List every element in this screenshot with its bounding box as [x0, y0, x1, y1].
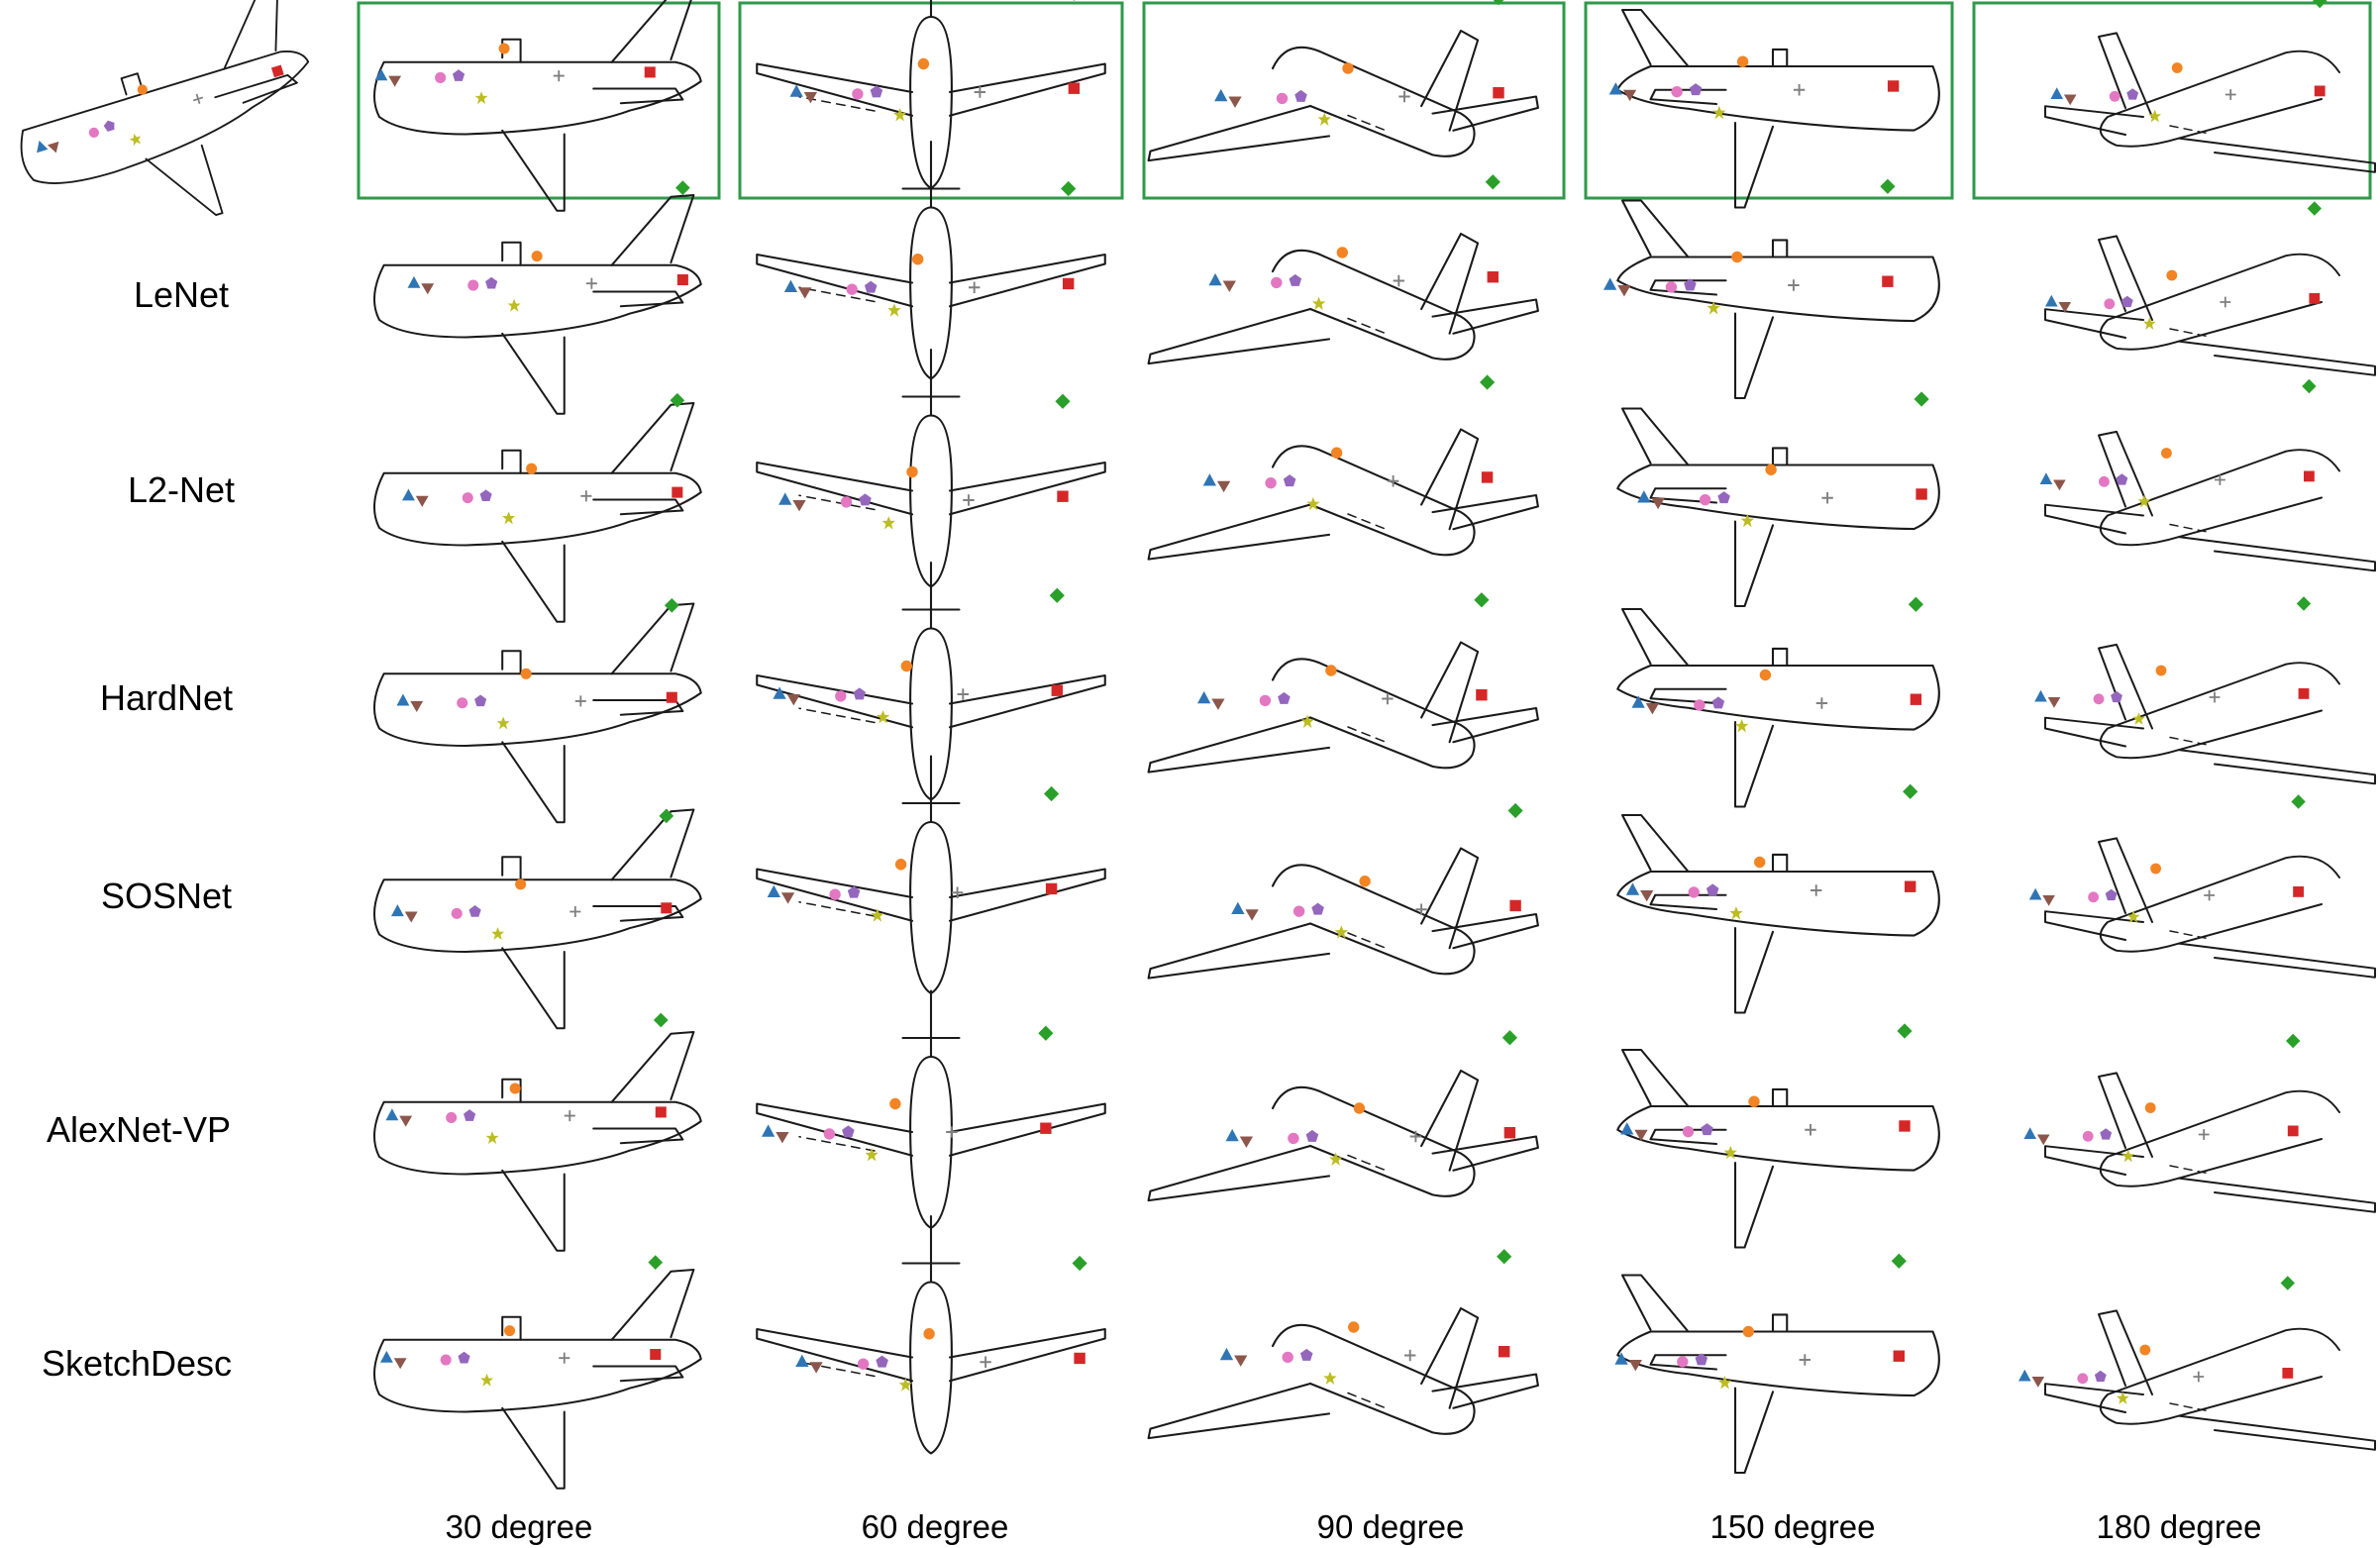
airplane-sketch [2018, 1276, 2376, 1451]
airplane-sketch [1147, 803, 1539, 980]
keypoint-markers [1609, 0, 1902, 119]
keypoint-markers [402, 393, 684, 524]
airplane-sketch [756, 989, 1106, 1229]
airplane-sketch [372, 1013, 702, 1252]
airplane-sketch [372, 180, 702, 415]
keypoint-markers [1220, 1249, 1512, 1385]
ground-truth-frame [1142, 1, 1566, 200]
airplane-sketch [1147, 0, 1539, 162]
keypoint-markers [2045, 201, 2322, 330]
column-labels: 30 degree 60 degree 90 degree 150 degree… [446, 1508, 2262, 1545]
keypoint-markers [2050, 0, 2327, 122]
airplane-sketch [372, 1255, 702, 1490]
keypoint-markers [396, 598, 678, 729]
row-labels: LeNet L2-Net HardNet SOSNet AlexNet-VP S… [42, 274, 235, 1384]
keypoint-markers [1620, 1023, 1913, 1159]
ground-truth-frame [1972, 1, 2372, 200]
airplane-sketch [756, 348, 1106, 588]
airplane-sketch [1616, 597, 1940, 808]
keypoint-markers [385, 1013, 668, 1144]
ground-truth-frame [357, 1, 721, 200]
keypoint-markers [773, 588, 1065, 724]
column-label: 60 degree [862, 1508, 1009, 1545]
airplane-sketch [1616, 784, 1940, 1014]
airplane-sketch [1147, 1249, 1539, 1440]
keypoint-markers [795, 1256, 1087, 1392]
airplane-sketch [1147, 374, 1539, 561]
keypoint-markers [762, 1026, 1054, 1162]
airplane-sketch [2044, 201, 2376, 376]
airplane-sketch [1604, 179, 1940, 400]
keypoint-markers [2040, 379, 2317, 508]
row-label: SketchDesc [42, 1343, 232, 1384]
keypoint-markers [1214, 0, 1506, 126]
airplane-sketch [2029, 794, 2376, 979]
airplane-sketch [1147, 174, 1539, 365]
reference-sketch [0, 0, 345, 265]
airplane-sketch [2044, 0, 2376, 173]
sketch-grid [372, 0, 2376, 1490]
column-label: 150 degree [1710, 1508, 1876, 1545]
airplane-sketch [756, 1214, 1106, 1455]
keypoint-markers [2029, 794, 2306, 923]
airplane-sketch [372, 809, 702, 1030]
keypoint-markers [1226, 1030, 1518, 1166]
column-label: 90 degree [1317, 1508, 1465, 1545]
airplane-sketch [1614, 1254, 1940, 1475]
airplane-sketch [2023, 1034, 2376, 1213]
airplane-sketch [756, 140, 1106, 380]
keypoint-markers [1231, 803, 1523, 939]
row-label: SOSNet [101, 876, 232, 916]
airplane-sketch [2040, 379, 2376, 572]
airplane-sketch [1147, 1030, 1539, 1202]
airplane-sketch [756, 755, 1106, 994]
row-label: AlexNet-VP [47, 1109, 231, 1150]
airplane-sketch [372, 393, 702, 623]
airplane-sketch [372, 0, 702, 212]
ground-truth-frame [1584, 1, 1954, 200]
keypoint-markers [1203, 374, 1496, 510]
row-label: HardNet [100, 677, 233, 718]
column-label: 180 degree [2097, 1508, 2262, 1545]
keypoint-markers [1197, 592, 1490, 728]
keypoint-markers [1626, 784, 1918, 920]
airplane-sketch [1616, 391, 1940, 608]
keypoint-markers [2023, 1034, 2300, 1163]
airplane-sketch [1147, 592, 1539, 774]
airplane-sketch [372, 598, 702, 824]
keypoint-markers [778, 394, 1071, 530]
column-label: 30 degree [446, 1508, 593, 1545]
airplane-sketch [1616, 1023, 1940, 1249]
row-label: LeNet [134, 274, 229, 315]
row-label: L2-Net [128, 469, 235, 510]
airplane-sketch [2034, 596, 2376, 785]
airplane-sketch [1609, 0, 1940, 209]
